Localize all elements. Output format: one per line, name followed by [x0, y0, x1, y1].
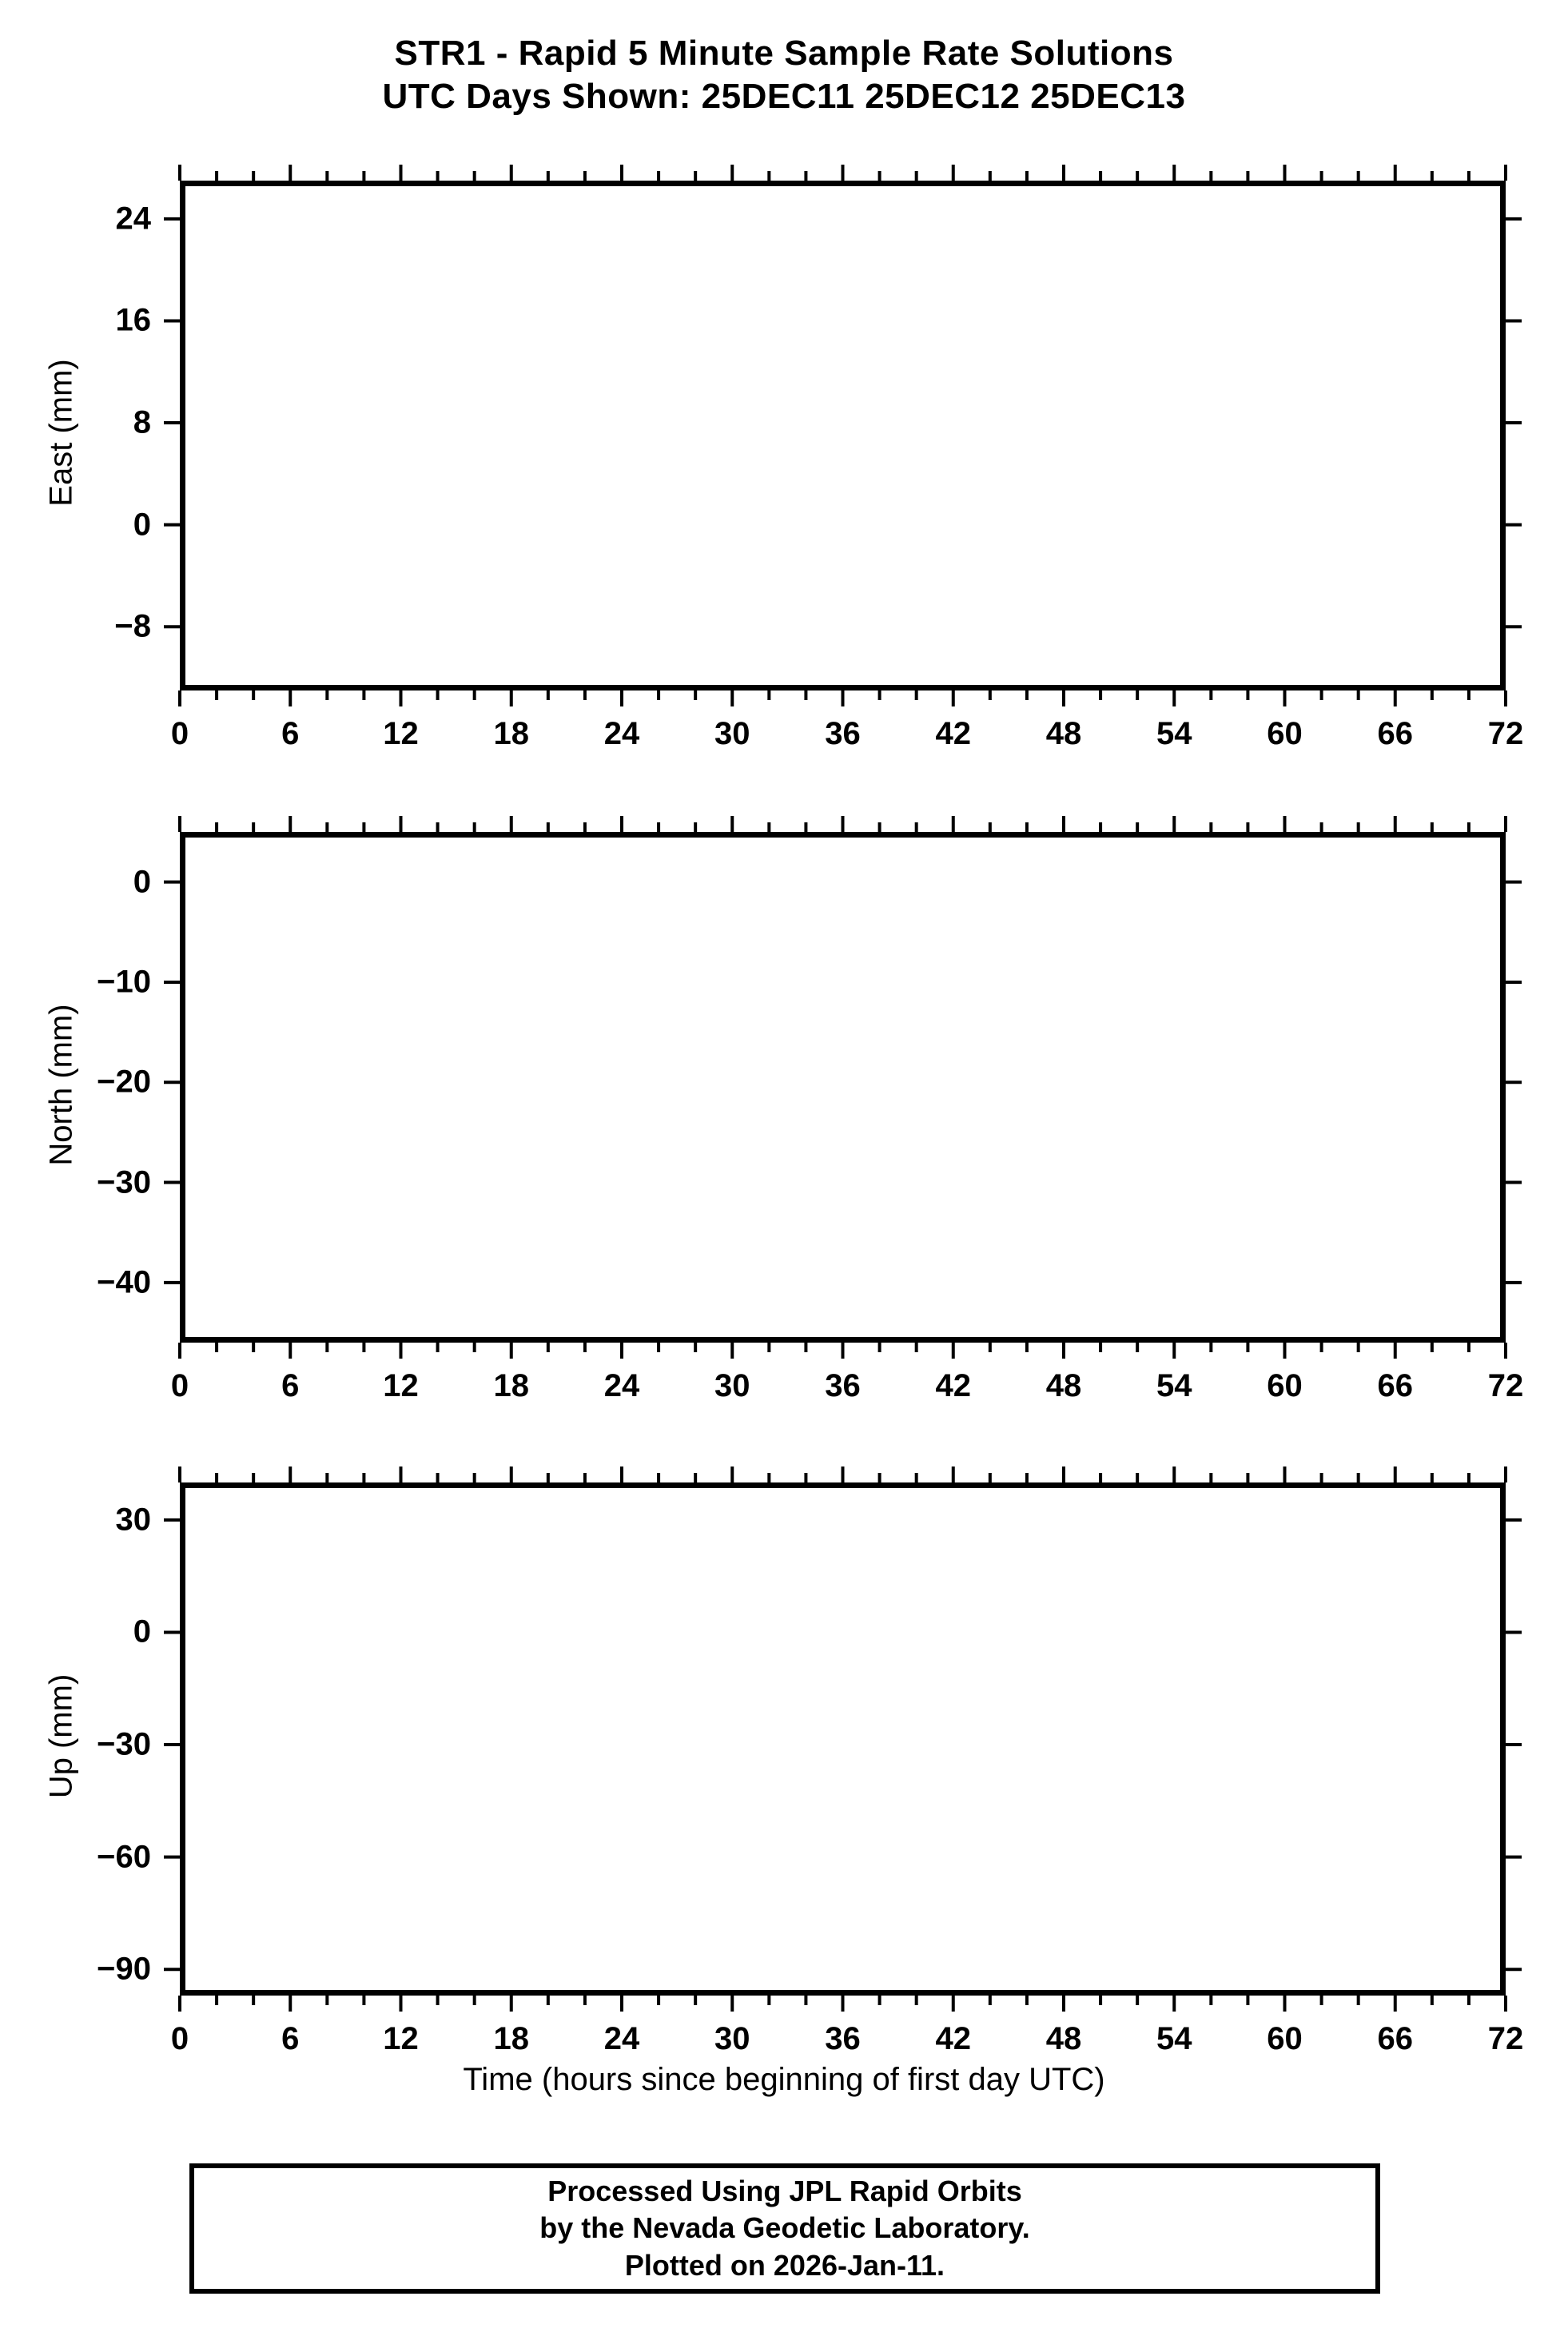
y-tick-label-east-1: 0 [133, 507, 151, 543]
x-tick-label-up-10: 60 [1267, 2021, 1303, 2056]
x-tick-label-north-0: 0 [170, 1368, 189, 1403]
x-tick-label-up-11: 66 [1377, 2021, 1414, 2056]
x-axis-title: Time (hours since beginning of first day… [463, 2062, 1105, 2097]
x-tick-label-east-1: 6 [281, 716, 300, 751]
y-tick-label-east-2: 8 [133, 404, 151, 440]
x-tick-label-north-5: 30 [714, 1368, 750, 1403]
x-tick-label-east-5: 30 [714, 716, 750, 751]
y-tick-label-up-2: −30 [97, 1726, 151, 1762]
chart-title-block: STR1 - Rapid 5 Minute Sample Rate Soluti… [0, 32, 1568, 117]
x-tick-label-east-8: 48 [1045, 716, 1082, 751]
plot-frame-up [180, 1482, 1506, 1996]
y-tick-label-north-3: −10 [97, 964, 151, 1000]
x-tick-label-east-12: 72 [1487, 716, 1524, 751]
x-tick-label-east-9: 54 [1156, 716, 1192, 751]
y-tick-label-north-0: −40 [97, 1264, 151, 1300]
y-axis-title-east: East (mm) [43, 359, 79, 507]
x-tick-label-north-11: 66 [1377, 1368, 1414, 1403]
x-tick-label-up-0: 0 [170, 2021, 189, 2056]
footer-credit-box: Processed Using JPL Rapid Orbits by the … [189, 2163, 1380, 2294]
x-tick-label-up-6: 36 [825, 2021, 861, 2056]
x-tick-label-north-12: 72 [1487, 1368, 1524, 1403]
x-tick-label-up-5: 30 [714, 2021, 750, 2056]
x-tick-label-up-8: 48 [1045, 2021, 1082, 2056]
footer-line-1: Processed Using JPL Rapid Orbits [547, 2175, 1022, 2208]
y-axis-title-north: North (mm) [43, 1003, 79, 1166]
x-tick-label-up-9: 54 [1156, 2021, 1192, 2056]
y-tick-label-up-4: 30 [115, 1502, 152, 1538]
title-line-1: STR1 - Rapid 5 Minute Sample Rate Soluti… [394, 34, 1174, 73]
plot-panel-east: −8 0 8 16 24 0 6 12 18 24 30 36 42 48 54 60 66 72 East (mm… [44, 165, 1523, 751]
x-tick-label-north-7: 42 [935, 1368, 972, 1403]
y-tick-label-east-4: 24 [115, 201, 152, 237]
x-tick-label-east-2: 12 [383, 716, 419, 751]
footer-line-3: Plotted on 2026-Jan-11. [624, 2248, 945, 2282]
y-tick-label-north-2: −20 [97, 1064, 151, 1100]
y-tick-label-north-1: −30 [97, 1164, 151, 1200]
x-tick-label-up-12: 72 [1487, 2021, 1524, 2056]
y-tick-label-up-1: −60 [97, 1839, 151, 1875]
x-tick-label-up-2: 12 [383, 2021, 419, 2056]
x-tick-label-up-7: 42 [935, 2021, 972, 2056]
x-tick-label-north-3: 18 [493, 1368, 530, 1403]
y-axis-title-up: Up (mm) [43, 1673, 79, 1799]
title-line-2: UTC Days Shown: 25DEC11 25DEC12 25DEC13 [382, 76, 1186, 116]
x-tick-label-east-10: 60 [1267, 716, 1303, 751]
plot-panel-north: −40 −30 −20 −10 0 0 6 12 18 24 30 36 42 48 54 60 66 72 Nor… [44, 816, 1523, 1403]
y-tick-label-up-0: −90 [97, 1951, 151, 1987]
plot-frame-east [180, 181, 1506, 690]
x-tick-label-up-1: 6 [281, 2021, 300, 2056]
x-tick-label-east-7: 42 [935, 716, 972, 751]
x-tick-label-north-10: 60 [1267, 1368, 1303, 1403]
x-tick-label-up-4: 24 [603, 2021, 640, 2056]
x-tick-label-north-9: 54 [1156, 1368, 1192, 1403]
x-tick-label-north-4: 24 [603, 1368, 640, 1403]
x-tick-label-north-1: 6 [281, 1368, 300, 1403]
x-tick-label-east-11: 66 [1377, 716, 1414, 751]
x-tick-label-east-4: 24 [603, 716, 640, 751]
plot-frame-north [180, 832, 1506, 1343]
y-tick-label-east-3: 16 [115, 302, 152, 338]
y-tick-label-east-0: −8 [114, 608, 151, 644]
x-tick-label-east-0: 0 [170, 716, 189, 751]
plot-panel-up: −90 −60 −30 0 30 0 6 12 18 24 30 36 42 48 54 60 66 72 Up (… [44, 1467, 1523, 2056]
x-tick-label-east-3: 18 [493, 716, 530, 751]
y-tick-label-up-3: 0 [133, 1614, 151, 1650]
x-tick-label-up-3: 18 [493, 2021, 530, 2056]
x-tick-label-north-8: 48 [1045, 1368, 1082, 1403]
footer-line-2: by the Nevada Geodetic Laboratory. [539, 2211, 1030, 2245]
y-tick-label-north-4: 0 [133, 864, 151, 900]
x-tick-label-east-6: 36 [825, 716, 861, 751]
x-tick-label-north-6: 36 [825, 1368, 861, 1403]
x-tick-label-north-2: 12 [383, 1368, 419, 1403]
